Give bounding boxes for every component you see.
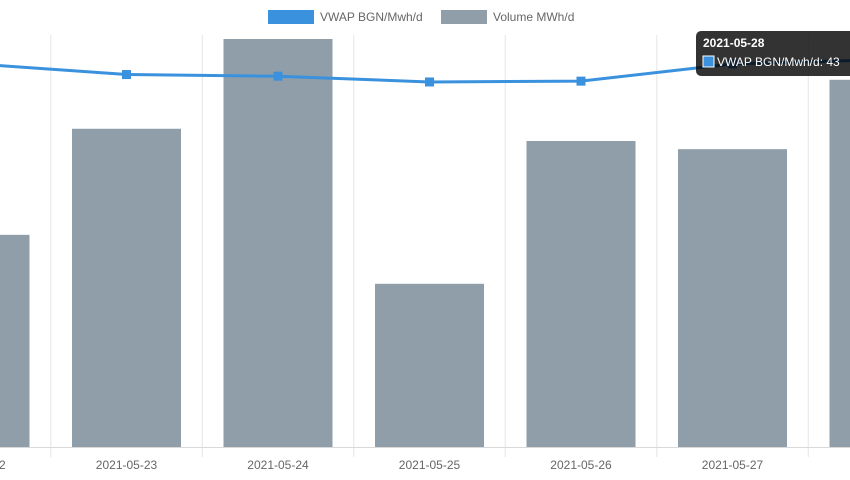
- bar-volume[interactable]: [223, 39, 333, 447]
- tooltip-swatch: [702, 55, 715, 68]
- tooltip-box: [696, 31, 850, 76]
- vwap-point[interactable]: [122, 70, 131, 80]
- bar-volume[interactable]: [526, 141, 636, 447]
- x-tick-label: 2021-05-24: [247, 458, 309, 472]
- vwap-point[interactable]: [273, 71, 283, 81]
- x-tick-label: 2021-05-26: [550, 458, 612, 472]
- legend-swatch-vwap: [268, 10, 314, 24]
- legend-item-volume[interactable]: Volume MWh/d: [441, 10, 574, 24]
- legend-item-vwap[interactable]: VWAP BGN/Mwh/d: [268, 10, 423, 24]
- vwap-point[interactable]: [425, 77, 434, 87]
- tooltip: 2021-05-28 VWAP BGN/Mwh/d: 43: [696, 31, 850, 76]
- grid-layer: [50, 35, 809, 457]
- tooltip-title: 2021-05-28: [703, 36, 765, 50]
- bar-volume[interactable]: [375, 283, 484, 447]
- vwap-point[interactable]: [576, 76, 586, 86]
- legend: VWAP BGN/Mwh/d Volume MWh/d: [268, 10, 574, 24]
- tooltip-body: VWAP BGN/Mwh/d: 43: [717, 55, 840, 69]
- legend-swatch-volume: [441, 10, 487, 24]
- x-axis: 2021-05-22 2021-05-23 2021-05-24 2021-05-25…: [0, 447, 850, 472]
- bar-volume[interactable]: [678, 149, 787, 447]
- bar-volume[interactable]: [72, 128, 181, 447]
- legend-label-vwap: VWAP BGN/Mwh/d: [320, 10, 423, 24]
- bar-volume[interactable]: [0, 234, 30, 447]
- x-tick-label: 2021-05-25: [399, 458, 461, 472]
- x-tick-label: 2021-05-23: [96, 458, 158, 472]
- bar-volume[interactable]: [829, 79, 850, 448]
- bar-series: [0, 39, 850, 448]
- x-tick-label: 2021-05-27: [702, 458, 764, 472]
- x-tick-label: 2021-05-22: [0, 458, 6, 472]
- legend-label-volume: Volume MWh/d: [493, 10, 574, 24]
